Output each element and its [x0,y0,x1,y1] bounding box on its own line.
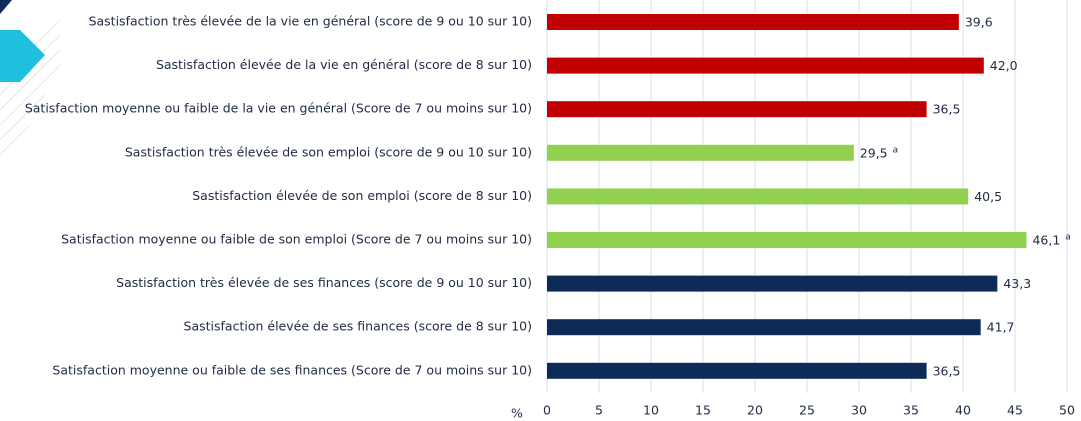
bar [547,188,968,204]
x-tick-label: 30 [851,403,867,418]
bar [547,232,1026,248]
y-tick-label: Sastisfaction élevée de son emploi (scor… [192,188,532,203]
bar [547,276,997,292]
y-tick-label: Satisfaction moyenne ou faible de ses fi… [52,362,532,377]
value-label: 36,5 [933,363,961,378]
x-tick-label: 25 [799,403,815,418]
x-tick-label: 20 [747,403,763,418]
x-tick-label: 10 [643,403,659,418]
bar [547,101,927,117]
x-axis-title: % [511,406,523,421]
y-tick-label: Sastisfaction élevée de la vie en généra… [156,57,532,72]
bar [547,58,984,74]
y-tick-label: Sastisfaction très élevée de ses finance… [116,275,532,290]
chart: % 0 5 10 15 20 25 30 35 40 45 50 Sastisfaction très… [0,0,1081,421]
value-label: 43,3 [1003,276,1031,291]
bar [547,14,959,30]
y-tick-label: Sastisfaction élevée de ses finances (sc… [184,319,532,334]
x-tick-label: 0 [543,403,551,418]
bar [547,363,927,379]
value-label: 41,7 [987,320,1015,335]
x-tick-label: 5 [595,403,603,418]
y-tick-label: Satisfaction moyenne ou faible de son em… [61,232,532,247]
bar [547,145,854,161]
value-label: 29,5 [860,145,888,160]
value-note: a [893,145,899,155]
y-tick-label: Satisfaction moyenne ou faible de la vie… [25,101,532,116]
value-label: 42,0 [990,58,1018,73]
x-tick-label: 15 [695,403,711,418]
value-label: 46,1 [1032,233,1060,248]
value-label: 39,6 [965,15,993,30]
y-tick-label: Sastisfaction très élevée de la vie en g… [89,14,532,29]
x-tick-label: 40 [955,403,971,418]
decoration [0,0,60,155]
value-note: a [1065,233,1071,243]
x-tick-label: 45 [1007,403,1023,418]
value-label: 40,5 [974,189,1002,204]
y-tick-label: Sastisfaction très élevée de son emploi … [125,144,532,159]
x-tick-label: 35 [903,403,919,418]
x-tick-label: 50 [1059,403,1075,418]
value-label: 36,5 [933,102,961,117]
bar [547,319,981,335]
